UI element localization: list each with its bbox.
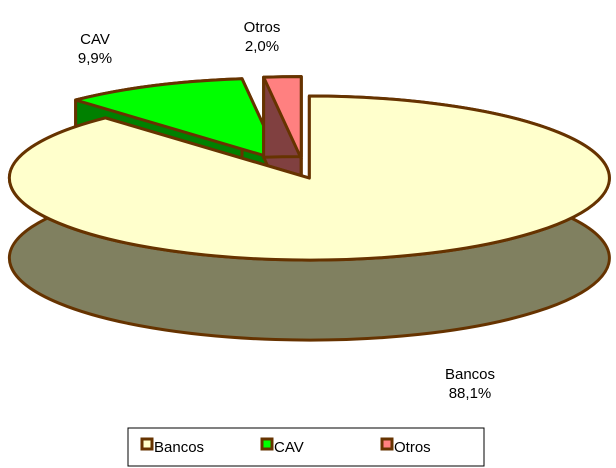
slice-value-label: 2,0% — [245, 38, 279, 55]
slice-top — [74, 77, 282, 162]
slice-top — [7, 94, 611, 262]
slice — [7, 94, 611, 342]
legend-label: CAV — [274, 439, 304, 456]
slice-top — [262, 75, 303, 161]
slice-label: Bancos — [445, 366, 495, 383]
legend-box — [127, 427, 485, 467]
legend-label: Bancos — [154, 439, 204, 456]
slice-label: CAV — [80, 31, 110, 48]
legend-swatch — [260, 437, 274, 451]
legend-label: Otros — [394, 439, 431, 456]
slice-value-label: 88,1% — [449, 385, 492, 402]
legend: Bancos CAV Otros — [127, 427, 485, 467]
slice-label: Otros — [244, 19, 281, 36]
legend-swatch — [140, 437, 154, 451]
legend-swatch — [380, 437, 394, 451]
slice-value-label: 9,9% — [78, 50, 112, 67]
